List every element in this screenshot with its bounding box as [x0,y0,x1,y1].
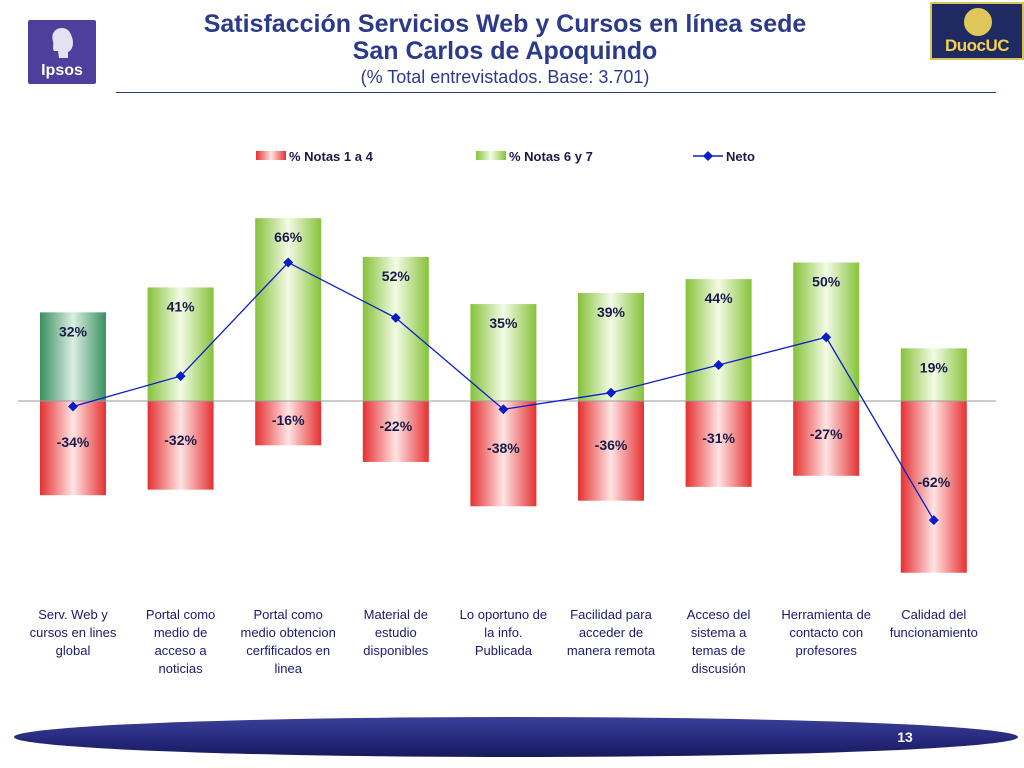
duoc-seal-icon [962,6,994,38]
ipsos-logo: Ipsos [28,20,96,84]
positive-data-label: 44% [705,290,734,306]
duoc-wordmark: DuocUC [944,36,1010,55]
negative-bar [685,401,752,487]
negative-data-label: -27% [810,426,843,442]
negative-data-label: -38% [487,440,520,456]
positive-bar [900,348,967,401]
negative-bar [470,401,537,507]
chart-legend: % Notas 1 a 4 % Notas 6 y 7 Neto [256,149,755,164]
ipsos-wordmark: Ipsos [41,62,83,79]
legend-swatch-marker [703,151,713,161]
page-number: 13 [897,729,913,745]
positive-data-label: 35% [489,315,518,331]
footer-band [14,717,1018,757]
legend-label: Neto [726,149,755,164]
neto-point [928,515,939,526]
chart: % Notas 1 a 4 % Notas 6 y 7 Neto 32% -34% 41… [18,149,996,573]
positive-data-label: 50% [812,274,841,290]
positive-data-label: 52% [382,268,411,284]
legend-label: % Notas 6 y 7 [509,149,593,164]
negative-data-label: -34% [57,434,90,450]
category-label: Material de estudio disponibles [363,607,429,658]
negative-data-label: -16% [272,412,305,428]
negative-bar [147,401,214,490]
positive-bar [255,218,322,401]
category-label: Facilidad para acceder de manera remota [566,607,656,658]
negative-bar [578,401,644,501]
neto-point [68,401,78,412]
positive-bar [470,304,537,401]
positive-bar [578,292,644,401]
page-subtitle: (% Total entrevistados. Base: 3.701) [360,67,650,87]
chart-bars [40,218,967,573]
category-label: Acceso del sistema a temas de discusión [686,607,751,676]
neto-point [390,312,401,323]
positive-bar [40,312,106,401]
positive-data-label: 32% [59,323,88,339]
negative-data-label: -31% [702,430,735,446]
category-label: Herramienta de contacto con profesores [781,607,871,658]
chart-data-labels: 32% -34% 41% -32% 66% -16% 52% -22% 35% -38% 39% -3… [57,229,951,490]
category-label: Portal como medio obtencion cerfificados e… [240,607,336,676]
category-label: Portal como medio de acceso a noticias [145,607,216,676]
positive-data-label: 66% [274,229,303,245]
legend-swatch [256,151,286,160]
chart-neto-line [68,257,939,526]
neto-point [283,257,294,268]
negative-bar [40,401,106,496]
negative-data-label: -62% [917,474,950,490]
neto-point [175,371,186,382]
negative-data-label: -36% [595,437,628,453]
neto-point [498,404,509,415]
legend-swatch [476,151,506,160]
category-label: Serv. Web y cursos en lines global [29,607,117,658]
negative-data-label: -32% [164,432,197,448]
neto-point [821,332,832,343]
negative-bar [900,401,967,573]
page-title-line2: San Carlos de Apoquindo [352,37,658,65]
title-divider [116,92,996,93]
ipsos-head-icon [52,28,73,58]
positive-data-label: 41% [167,298,196,314]
positive-data-label: 39% [597,304,626,320]
positive-bar [362,256,429,401]
legend-label: % Notas 1 a 4 [289,149,374,164]
negative-data-label: -22% [379,418,412,434]
negative-bar [362,401,429,462]
neto-point [713,359,724,370]
positive-bar [793,262,860,401]
duoc-logo: DuocUC [930,2,1024,60]
negative-bar [255,401,322,446]
positive-bar [685,279,752,401]
category-label: Lo oportuno de la info. Publicada [459,607,548,658]
category-label: Calidad del funcionamiento [889,607,978,640]
page-title-line1: Satisfacción Servicios Web y Cursos en l… [203,10,807,38]
negative-bar [793,401,860,476]
positive-data-label: 19% [920,359,949,375]
neto-point [606,387,616,398]
